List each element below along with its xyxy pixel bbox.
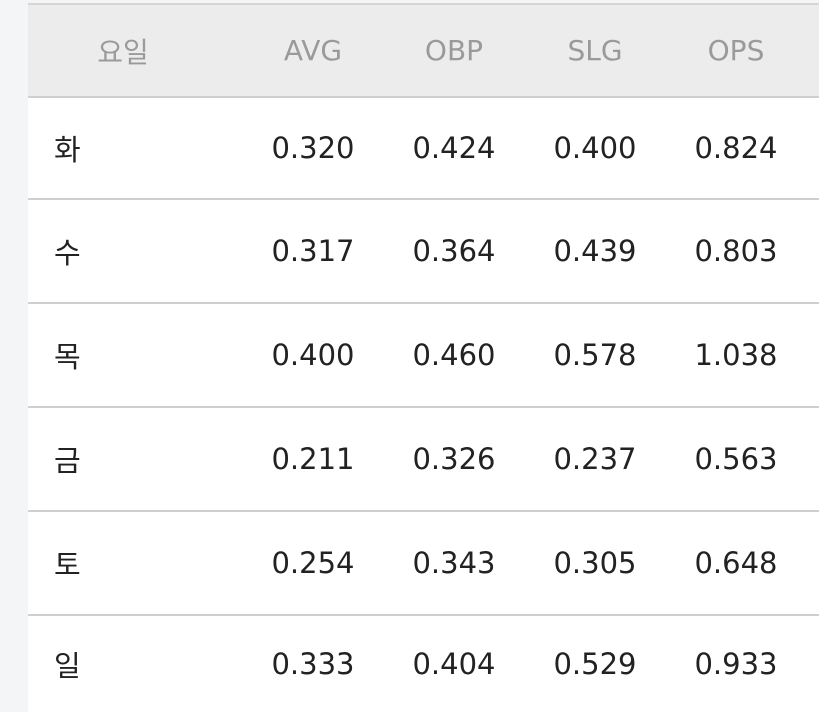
day-cell: 목 (54, 340, 81, 374)
stat-cell: 0.404 (412, 647, 496, 681)
stat-cell: 0.424 (412, 131, 496, 165)
table-row: 일 0.333 0.404 0.529 0.933 (28, 616, 819, 712)
stat-cell: 0.460 (412, 338, 496, 372)
header-cell: AVG (283, 34, 343, 67)
stat-cell: 0.933 (694, 647, 778, 681)
stat-cell: 0.400 (271, 338, 355, 372)
table-row: 금 0.211 0.326 0.237 0.563 (28, 408, 819, 512)
table-row: 목 0.400 0.460 0.578 1.038 (28, 304, 819, 408)
header-cell: OPS (707, 34, 765, 67)
stat-cell: 0.305 (553, 546, 637, 580)
stat-cell: 0.364 (412, 234, 496, 268)
day-cell: 화 (54, 133, 81, 167)
stat-cell: 0.824 (694, 131, 778, 165)
stat-cell: 1.038 (694, 338, 778, 372)
stat-cell: 0.803 (694, 234, 778, 268)
stat-cell: 0.317 (271, 234, 355, 268)
stat-cell: 0.578 (553, 338, 637, 372)
stat-cell: 0.320 (271, 131, 355, 165)
day-cell: 일 (54, 649, 81, 683)
table-row: 화 0.320 0.424 0.400 0.824 (28, 98, 819, 200)
day-cell: 토 (54, 548, 81, 582)
stat-cell: 0.254 (271, 546, 355, 580)
stat-cell: 0.343 (412, 546, 496, 580)
table-row: 토 0.254 0.343 0.305 0.648 (28, 512, 819, 616)
stats-table: 요일 AVG OBP SLG OPS 화 0.320 0.424 0.400 0.824 수 0.31… (28, 3, 819, 712)
header-cell: 요일 (97, 35, 149, 69)
header-cell: SLG (567, 34, 623, 67)
day-cell: 수 (54, 236, 81, 270)
header-cell: OBP (424, 34, 484, 67)
stat-cell: 0.237 (553, 442, 637, 476)
table-row: 수 0.317 0.364 0.439 0.803 (28, 200, 819, 304)
header-row: 요일 AVG OBP SLG OPS (28, 5, 819, 98)
stat-cell: 0.211 (271, 442, 355, 476)
stat-cell: 0.563 (694, 442, 778, 476)
stat-cell: 0.333 (271, 647, 355, 681)
stat-cell: 0.648 (694, 546, 778, 580)
stat-cell: 0.529 (553, 647, 637, 681)
day-cell: 금 (54, 444, 81, 478)
stat-cell: 0.439 (553, 234, 637, 268)
stat-cell: 0.326 (412, 442, 496, 476)
stat-cell: 0.400 (553, 131, 637, 165)
